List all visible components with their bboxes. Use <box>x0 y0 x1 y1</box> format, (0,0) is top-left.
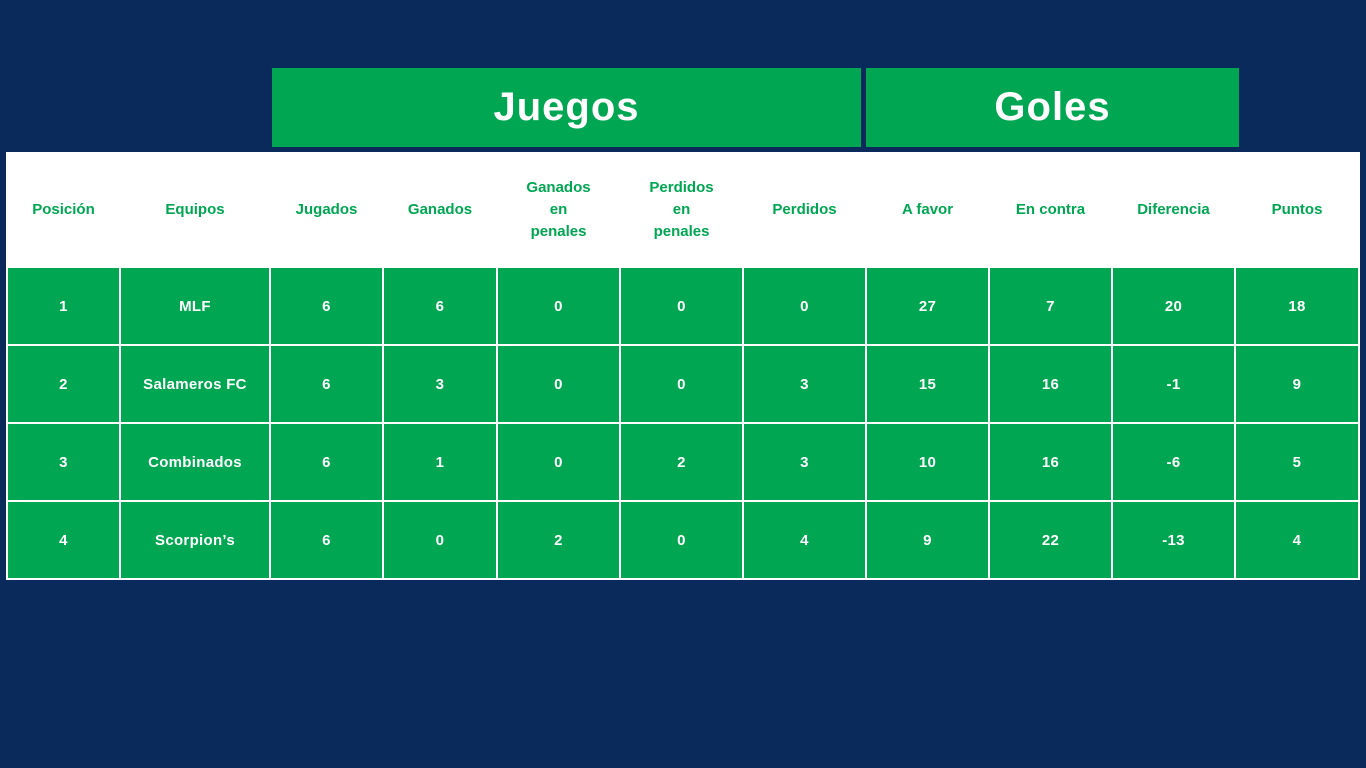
cell-row2-perdidos-penales: 0 <box>621 346 742 422</box>
cell-row1-a-favor: 27 <box>867 268 988 344</box>
header-perdidos: Perdidos <box>744 154 865 266</box>
header-posicion: Posición <box>8 154 119 266</box>
cell-row2-puntos: 9 <box>1236 346 1358 422</box>
header-perdidos-penales: Perdidos en penales <box>621 154 742 266</box>
header-equipos: Equipos <box>121 154 269 266</box>
cell-row4-posicion: 4 <box>8 502 119 578</box>
cell-row3-jugados: 6 <box>271 424 382 500</box>
cell-row3-puntos: 5 <box>1236 424 1358 500</box>
cell-row2-posicion: 2 <box>8 346 119 422</box>
cell-row3-a-favor: 10 <box>867 424 988 500</box>
cell-row2-perdidos: 3 <box>744 346 865 422</box>
cell-row1-puntos: 18 <box>1236 268 1358 344</box>
cell-row3-perdidos-penales: 2 <box>621 424 742 500</box>
cell-row3-equipo: Combinados <box>121 424 269 500</box>
cell-row3-ganados-penales: 0 <box>498 424 619 500</box>
cell-row4-ganados: 0 <box>384 502 496 578</box>
cell-row1-ganados: 6 <box>384 268 496 344</box>
cell-row3-posicion: 3 <box>8 424 119 500</box>
cell-row4-perdidos-penales: 0 <box>621 502 742 578</box>
cell-row2-a-favor: 15 <box>867 346 988 422</box>
cell-row3-perdidos: 3 <box>744 424 865 500</box>
cell-row3-ganados: 1 <box>384 424 496 500</box>
group-banner-goles: Goles <box>866 68 1239 147</box>
cell-row4-puntos: 4 <box>1236 502 1358 578</box>
group-banner-juegos-label: Juegos <box>493 85 640 129</box>
cell-row2-en-contra: 16 <box>990 346 1111 422</box>
cell-row4-perdidos: 4 <box>744 502 865 578</box>
header-ganados: Ganados <box>384 154 496 266</box>
standings-table: Posición Equipos Jugados Ganados Ganados… <box>6 152 1360 580</box>
header-puntos: Puntos <box>1236 154 1358 266</box>
cell-row3-en-contra: 16 <box>990 424 1111 500</box>
cell-row1-perdidos-penales: 0 <box>621 268 742 344</box>
cell-row3-diferencia: -6 <box>1113 424 1234 500</box>
cell-row4-ganados-penales: 2 <box>498 502 619 578</box>
cell-row1-equipo: MLF <box>121 268 269 344</box>
cell-row4-jugados: 6 <box>271 502 382 578</box>
cell-row2-jugados: 6 <box>271 346 382 422</box>
cell-row2-diferencia: -1 <box>1113 346 1234 422</box>
group-banner-goles-label: Goles <box>994 85 1111 129</box>
cell-row2-equipo: Salameros FC <box>121 346 269 422</box>
cell-row4-equipo: Scorpion’s <box>121 502 269 578</box>
header-jugados: Jugados <box>271 154 382 266</box>
cell-row4-en-contra: 22 <box>990 502 1111 578</box>
cell-row1-posicion: 1 <box>8 268 119 344</box>
group-banner-juegos: Juegos <box>272 68 861 147</box>
cell-row1-en-contra: 7 <box>990 268 1111 344</box>
header-ganados-penales: Ganados en penales <box>498 154 619 266</box>
cell-row2-ganados-penales: 0 <box>498 346 619 422</box>
cell-row1-diferencia: 20 <box>1113 268 1234 344</box>
cell-row2-ganados: 3 <box>384 346 496 422</box>
cell-row1-ganados-penales: 0 <box>498 268 619 344</box>
header-diferencia: Diferencia <box>1113 154 1234 266</box>
cell-row4-diferencia: -13 <box>1113 502 1234 578</box>
cell-row1-jugados: 6 <box>271 268 382 344</box>
cell-row4-a-favor: 9 <box>867 502 988 578</box>
cell-row1-perdidos: 0 <box>744 268 865 344</box>
header-a-favor: A favor <box>867 154 988 266</box>
header-en-contra: En contra <box>990 154 1111 266</box>
